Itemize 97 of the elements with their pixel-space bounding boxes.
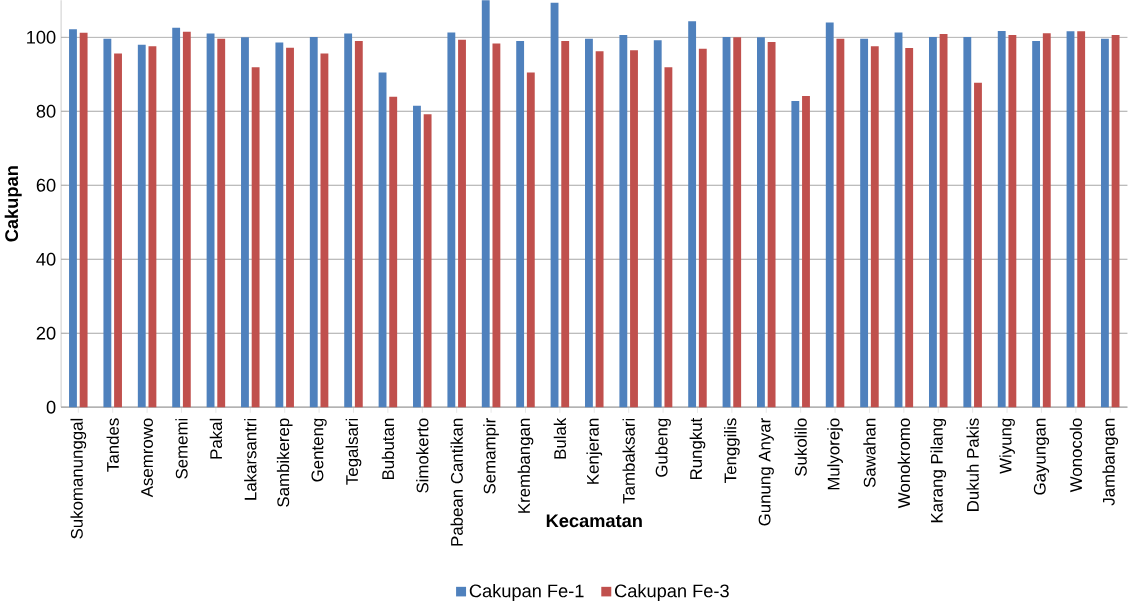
bar bbox=[698, 48, 707, 408]
x-tick-label: Tenggilis bbox=[724, 418, 740, 483]
bar bbox=[767, 42, 776, 408]
bar bbox=[423, 114, 432, 408]
bar bbox=[664, 67, 673, 408]
x-tick-label: Sambikerep bbox=[276, 418, 293, 507]
x-tick-label: Sukomanunggal bbox=[70, 418, 87, 539]
bar bbox=[241, 37, 249, 408]
bar bbox=[172, 27, 181, 408]
bar bbox=[733, 37, 742, 408]
bar bbox=[516, 41, 525, 408]
y-tick-label: 80 bbox=[36, 104, 56, 118]
bar bbox=[1111, 35, 1120, 408]
bar bbox=[458, 39, 466, 408]
x-axis-title: Kecamatan bbox=[546, 514, 642, 528]
x-tick-label: Gubeng bbox=[655, 418, 671, 477]
bar bbox=[354, 41, 363, 408]
bar bbox=[619, 35, 628, 408]
x-tick-label: Krembangan bbox=[517, 418, 534, 513]
legend-label: Cakupan Fe-3 bbox=[614, 584, 729, 602]
bar bbox=[585, 38, 593, 408]
bar bbox=[286, 47, 294, 408]
bar bbox=[791, 100, 800, 408]
x-tick-label: Genteng bbox=[311, 418, 327, 482]
x-tick-label: Karang Pilang bbox=[930, 418, 947, 523]
x-tick-label: Jambangan bbox=[1102, 418, 1119, 506]
bar bbox=[1100, 38, 1109, 408]
bar bbox=[836, 38, 845, 408]
x-tick-label: Asemrowo bbox=[141, 418, 153, 498]
bar bbox=[69, 29, 77, 408]
y-axis-title: Cakupan bbox=[4, 166, 22, 242]
x-tick-label: Wonokromo bbox=[897, 418, 911, 509]
bar bbox=[309, 36, 318, 408]
x-tick-label: Tegalsari bbox=[345, 418, 362, 485]
bar bbox=[1042, 33, 1051, 408]
bar bbox=[997, 31, 1006, 408]
bar bbox=[757, 37, 765, 408]
x-tick-label: Sememi bbox=[175, 418, 188, 479]
bar bbox=[251, 67, 260, 408]
bar bbox=[860, 38, 869, 408]
x-tick-label: Bubutan bbox=[381, 418, 395, 480]
x-tick-label: Lakarsantri bbox=[244, 418, 257, 500]
bar bbox=[114, 53, 122, 408]
bar bbox=[688, 21, 697, 408]
x-tick-label: Gunung Anyar bbox=[758, 418, 774, 526]
bar bbox=[653, 40, 662, 408]
bar bbox=[870, 46, 879, 408]
bar bbox=[103, 38, 112, 408]
bar bbox=[148, 46, 157, 408]
x-tick-label: Kenjeran bbox=[586, 418, 603, 484]
x-tick-label: Semampir bbox=[483, 418, 499, 494]
y-tick-label: 20 bbox=[36, 326, 56, 340]
x-tick-label: Rungkut bbox=[689, 417, 706, 480]
legend-label: Cakupan Fe-1 bbox=[469, 584, 584, 602]
bar bbox=[320, 53, 329, 408]
x-tick-label: Bulak bbox=[553, 417, 567, 459]
y-tick-label: 60 bbox=[36, 178, 56, 192]
bar bbox=[389, 96, 398, 408]
bar bbox=[413, 105, 421, 408]
bar bbox=[802, 96, 810, 408]
bar bbox=[1008, 35, 1017, 408]
x-tick-label: Wiyung bbox=[999, 418, 1015, 474]
x-tick-label: Pakal bbox=[209, 418, 223, 459]
y-tick-label: 100 bbox=[27, 30, 56, 44]
x-tick-label: Tandes bbox=[106, 418, 119, 472]
x-tick-label: Sukolilo bbox=[794, 418, 807, 476]
bar bbox=[275, 42, 284, 408]
bar bbox=[137, 44, 146, 408]
bar bbox=[630, 50, 638, 408]
bar bbox=[481, 0, 490, 408]
bar bbox=[526, 72, 535, 408]
y-tick-label: 0 bbox=[46, 400, 56, 414]
bar bbox=[561, 41, 570, 408]
x-tick-label: Dukuh Pakis bbox=[966, 418, 979, 511]
bar bbox=[595, 51, 604, 408]
x-tick-label: Mulyorejo bbox=[827, 418, 843, 490]
bar bbox=[182, 31, 191, 408]
x-tick-label: Tambaksari bbox=[622, 418, 635, 504]
bar bbox=[1032, 41, 1041, 408]
bar bbox=[492, 43, 501, 408]
bar bbox=[963, 36, 972, 408]
bar bbox=[939, 33, 948, 408]
bar bbox=[217, 38, 226, 408]
bar bbox=[905, 48, 914, 408]
x-tick-label: Gayungan bbox=[1033, 418, 1050, 495]
bar bbox=[447, 32, 456, 408]
bar bbox=[928, 36, 937, 408]
x-tick-label: Pabean Cantikan bbox=[450, 418, 463, 546]
x-tick-label: Wonocolo bbox=[1069, 418, 1083, 493]
bar bbox=[1077, 31, 1086, 408]
y-tick-label: 40 bbox=[36, 252, 56, 266]
bar bbox=[825, 22, 834, 408]
bar bbox=[974, 82, 982, 408]
bar bbox=[79, 32, 88, 408]
x-tick-label: Simokerto bbox=[416, 418, 429, 493]
x-tick-label: Sawahan bbox=[863, 418, 876, 488]
bar bbox=[344, 33, 353, 408]
